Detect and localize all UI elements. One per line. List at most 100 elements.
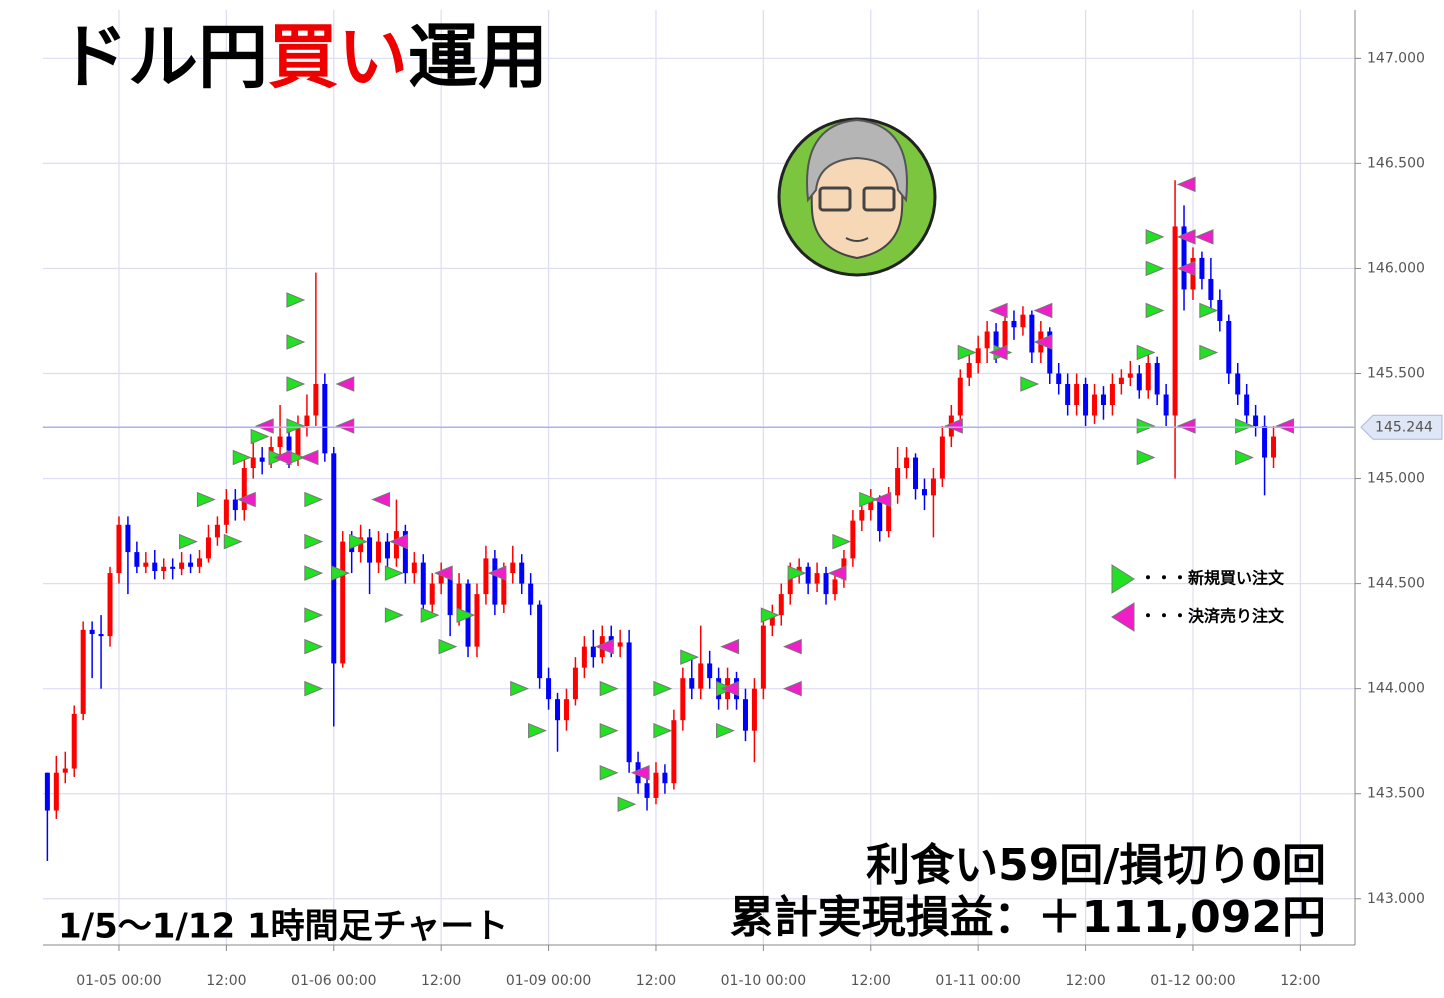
candle-body: [223, 499, 229, 525]
candle-body: [751, 688, 757, 731]
buy-order-marker: [680, 649, 700, 665]
avatar-hair: [806, 118, 908, 203]
candle-body: [295, 426, 301, 458]
candle-body: [179, 562, 185, 569]
sell-order-marker: [782, 638, 802, 655]
y-tick-label: 145.000: [1367, 471, 1425, 487]
buy-order-marker: [528, 722, 547, 739]
y-tick-label: 145.500: [1367, 365, 1425, 381]
stats-text: 累計実現損益：＋111,092円: [730, 892, 1326, 943]
candle-body: [89, 629, 95, 635]
sell-order-marker: [1275, 418, 1295, 434]
sell-order-marker: [944, 418, 963, 434]
candle-body: [1109, 384, 1115, 406]
candle-body: [1083, 384, 1089, 416]
buy-order-marker: [304, 533, 324, 550]
candle-body: [993, 331, 999, 349]
buy-order-marker: [304, 565, 324, 581]
candle-body: [1271, 436, 1277, 458]
sell-order-marker: [595, 638, 614, 655]
candle-body: [44, 772, 50, 811]
candle-body: [913, 457, 919, 490]
buy-order-marker: [1235, 449, 1254, 466]
candle-body: [1020, 314, 1026, 328]
candle-body: [921, 489, 927, 496]
buy-order-marker: [599, 680, 619, 697]
candle-body: [707, 663, 713, 679]
candle-body: [1262, 426, 1268, 458]
candle-body: [966, 362, 972, 378]
candle-body: [644, 783, 650, 798]
title-part: 運用: [408, 16, 548, 98]
buy-order-marker: [304, 607, 324, 623]
buy-order-marker: [760, 607, 780, 623]
candle-body: [1181, 226, 1187, 290]
sell-order-marker: [1033, 302, 1053, 319]
buy-order-marker: [1199, 302, 1219, 319]
legend: ・・・新規買い注文 ・・・決済売り注文: [1111, 564, 1285, 632]
y-tick-label: 143.000: [1367, 891, 1425, 907]
candle-body: [492, 558, 498, 605]
grid: 143.000 143.500 144.000 144.500 145.000 145.5…: [42, 10, 1425, 989]
candle-body: [1029, 314, 1035, 353]
y-tick-label: 146.000: [1367, 260, 1425, 276]
buy-order-marker: [1145, 229, 1165, 245]
legend-label: ・・・新規買い注文: [1140, 569, 1285, 588]
candle-body: [653, 772, 659, 798]
candle-body: [456, 583, 462, 616]
sell-order-marker: [720, 638, 740, 655]
candle-body: [1065, 384, 1071, 406]
candle-body: [590, 646, 596, 658]
candle-body: [957, 377, 963, 416]
candle-body: [1217, 299, 1223, 321]
buy-order-marker: [1136, 449, 1156, 466]
candle-body: [98, 634, 104, 637]
candle-body: [197, 558, 203, 567]
candle-body: [1199, 257, 1205, 279]
buy-order-marker: [438, 638, 458, 655]
avatar-glasses: [818, 186, 852, 212]
buy-order-marker: [617, 796, 637, 812]
buy-order-marker: [787, 565, 807, 581]
sell-order-marker: [487, 565, 507, 581]
sell-order-marker: [1176, 418, 1196, 434]
title-part: 買い: [268, 16, 408, 98]
candle-body: [1208, 278, 1214, 300]
sell-order-marker: [389, 533, 408, 550]
candle-body: [116, 524, 122, 574]
candle-body: [322, 384, 328, 454]
candle-body: [671, 720, 677, 784]
y-tick-label: 147.000: [1367, 50, 1425, 66]
sell-order-marker: [1194, 229, 1214, 245]
candle-body: [778, 594, 784, 616]
candle-body: [886, 495, 892, 532]
candle-body: [975, 348, 981, 363]
candle-body: [250, 457, 256, 469]
candle-body: [62, 768, 68, 773]
candle-body: [161, 566, 167, 571]
candle-body: [689, 678, 695, 689]
candle-body: [143, 562, 149, 567]
buy-order-marker: [286, 334, 306, 350]
buy-order-marker: [1020, 376, 1040, 392]
candle-body: [277, 436, 283, 448]
candle-body: [1056, 373, 1062, 384]
candle-body: [447, 573, 453, 616]
buy-order-marker: [179, 533, 198, 550]
buy-order-marker: [1136, 344, 1156, 361]
candle-body: [895, 468, 901, 496]
buy-order-marker: [331, 565, 350, 581]
buy-order-marker: [304, 680, 324, 697]
candle-body: [850, 520, 856, 559]
y-tick-label: 144.500: [1367, 576, 1425, 592]
buy-order-marker: [599, 722, 619, 739]
candle-body: [1011, 320, 1017, 328]
candle-body: [1092, 394, 1098, 416]
candle-body: [510, 562, 516, 574]
candle-body: [555, 699, 561, 721]
candle-body: [760, 625, 766, 689]
sell-order-marker: [988, 302, 1008, 319]
candle-body: [125, 524, 131, 553]
y-tick-label: 146.500: [1367, 155, 1425, 171]
sell-order-marker: [254, 418, 274, 434]
